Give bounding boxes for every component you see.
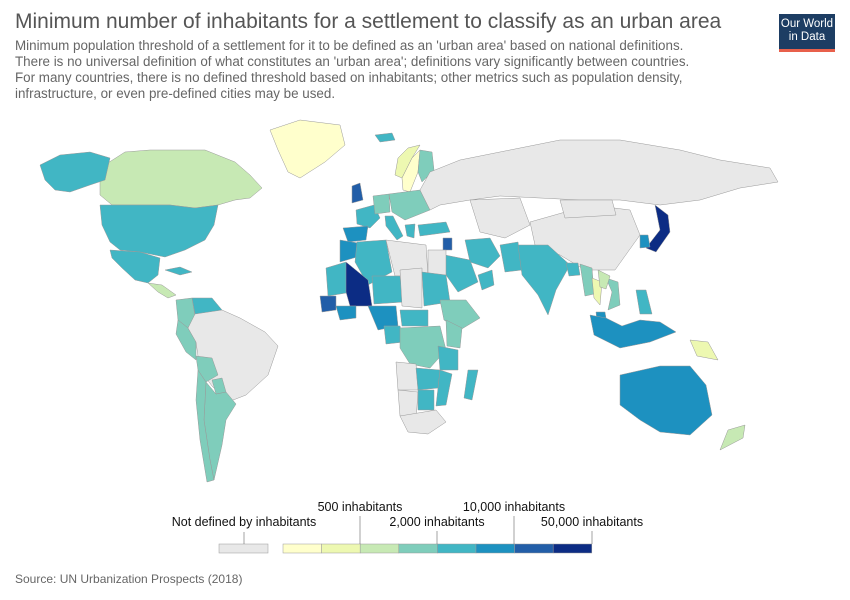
region-south-africa[interactable] (399, 409, 447, 435)
legend-label-2000: 2,000 inhabitants (389, 515, 485, 529)
region-greece[interactable] (404, 223, 416, 239)
region-angola[interactable] (395, 361, 419, 391)
region-bolivia[interactable] (195, 355, 219, 383)
region-tanzania[interactable] (437, 345, 459, 371)
legend-swatch-2 (359, 543, 400, 554)
world-map (39, 119, 779, 483)
region-dr-congo[interactable] (399, 325, 447, 369)
region-mexico[interactable] (109, 249, 161, 284)
region-iceland[interactable] (374, 132, 396, 143)
chart-title: Minimum number of inhabitants for a sett… (15, 10, 722, 33)
logo-accent-bar (779, 49, 835, 52)
region-zambia[interactable] (415, 367, 441, 391)
region-vietnam[interactable] (605, 277, 621, 311)
region-bangladesh[interactable] (565, 262, 581, 277)
region-new-zealand[interactable] (719, 424, 746, 451)
chart-subtitle: Minimum population threshold of a settle… (15, 38, 775, 102)
region-botswana[interactable] (417, 389, 435, 411)
region-germany[interactable] (372, 193, 391, 215)
legend-swatch-1 (321, 543, 361, 554)
region-canada[interactable] (99, 149, 263, 209)
region-cuba[interactable] (164, 266, 193, 276)
region-central-asia[interactable] (469, 197, 531, 239)
legend-label-no-data: Not defined by inhabitants (171, 515, 317, 529)
region-united-kingdom[interactable] (351, 182, 364, 204)
region-iran[interactable] (464, 237, 501, 269)
legend-label-50000: 50,000 inhabitants (540, 515, 644, 529)
region-france[interactable] (355, 204, 381, 229)
legend-swatch-7 (552, 543, 593, 554)
region-central-america[interactable] (147, 282, 177, 299)
region-mozambique[interactable] (435, 369, 453, 407)
region-japan[interactable] (645, 204, 671, 253)
logo-text-line2: in Data (788, 31, 826, 43)
region-burkina-faso[interactable] (335, 305, 357, 321)
legend-label-10000: 10,000 inhabitants (462, 500, 566, 514)
legend-label-500: 500 inhabitants (317, 500, 403, 514)
region-indonesia[interactable] (589, 314, 677, 349)
region-kenya[interactable] (445, 319, 463, 349)
subtitle-line: Minimum population threshold of a settle… (15, 38, 684, 53)
region-myanmar[interactable] (579, 263, 595, 297)
region-alaska[interactable] (39, 151, 111, 193)
region-greenland[interactable] (269, 119, 346, 179)
region-chile[interactable] (195, 369, 215, 483)
region-eastern-europe[interactable] (388, 189, 431, 221)
region-senegal[interactable] (319, 295, 337, 313)
legend-swatch-6 (514, 543, 554, 554)
region-laos[interactable] (597, 269, 611, 290)
region-mongolia[interactable] (559, 199, 617, 219)
region-chad[interactable] (399, 267, 423, 309)
region-turkey[interactable] (417, 221, 451, 237)
region-india[interactable] (517, 244, 571, 316)
region-central-african-republic[interactable] (399, 309, 429, 327)
legend-swatch-0 (282, 543, 322, 554)
region-philippines[interactable] (635, 289, 653, 315)
region-paraguay[interactable] (211, 377, 227, 395)
region-south-korea[interactable] (639, 234, 651, 249)
legend-swatch-4 (437, 543, 477, 554)
region-syria[interactable] (442, 237, 453, 251)
source-note: Source: UN Urbanization Prospects (2018) (15, 572, 243, 586)
region-mali[interactable] (345, 261, 373, 307)
region-papua-new-guinea[interactable] (689, 339, 719, 361)
region-italy[interactable] (384, 215, 404, 241)
region-madagascar[interactable] (463, 369, 479, 401)
subtitle-line: infrastructure, or even pre-defined citi… (15, 86, 336, 101)
region-niger[interactable] (371, 275, 405, 305)
region-australia[interactable] (619, 365, 713, 436)
subtitle-line: For many countries, there is no defined … (15, 70, 683, 85)
region-russia[interactable] (419, 139, 779, 211)
subtitle-line: There is no universal definition of what… (15, 54, 690, 69)
region-spain[interactable] (342, 225, 369, 243)
legend-swatch-3 (398, 543, 438, 554)
region-oman[interactable] (477, 269, 495, 291)
region-united-states[interactable] (99, 204, 219, 258)
map-legend: Not defined by inhabitants 500 inhabitan… (0, 496, 850, 566)
legend-swatch-no-data (218, 543, 269, 554)
legend-swatches (218, 516, 593, 554)
legend-swatch-5 (475, 543, 515, 554)
owid-logo[interactable]: Our World in Data (779, 14, 835, 52)
logo-text-line1: Our World (780, 18, 834, 30)
